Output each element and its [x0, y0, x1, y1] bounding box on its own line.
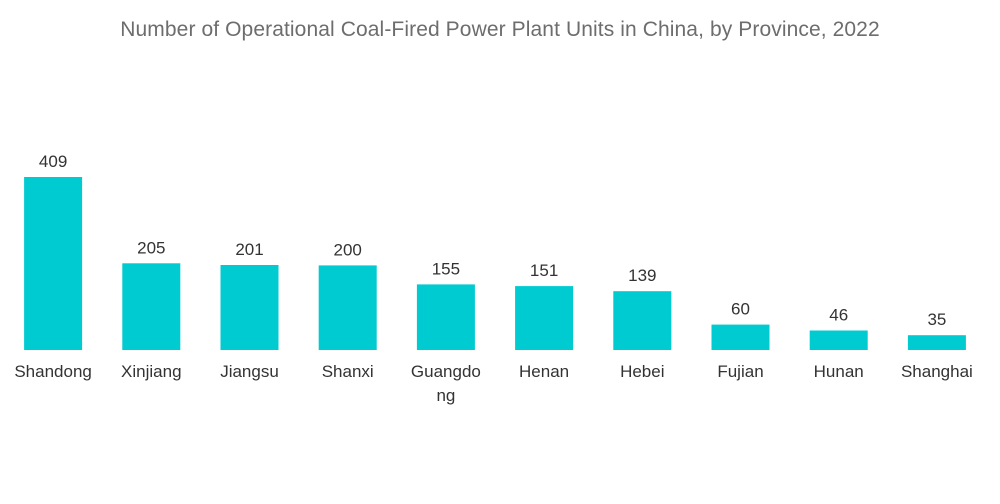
value-label-henan: 151: [530, 261, 558, 280]
category-label-hunan: Hunan: [814, 362, 864, 381]
value-label-jiangsu: 201: [235, 240, 263, 259]
bar-jiangsu: [220, 265, 279, 350]
bar-shandong: [24, 177, 83, 350]
value-label-shandong: 409: [39, 152, 67, 171]
value-label-fujian: 60: [731, 300, 750, 319]
value-label-guangdong: 155: [432, 259, 460, 278]
bar-xinjiang: [122, 263, 181, 350]
category-label-hebei: Hebei: [620, 362, 664, 381]
category-label-shanxi: Shanxi: [322, 362, 374, 381]
category-label-shandong: Shandong: [14, 362, 92, 381]
bar-shanghai: [907, 335, 966, 350]
bar-shanxi: [318, 265, 377, 350]
value-label-hunan: 46: [829, 306, 848, 325]
category-label-guangdong: Guangdo ng: [411, 362, 481, 405]
bar-henan: [515, 286, 574, 350]
value-label-shanxi: 200: [334, 240, 362, 259]
value-label-shanghai: 35: [927, 310, 946, 329]
chart-title: Number of Operational Coal-Fired Power P…: [120, 18, 880, 41]
category-label-henan: Henan: [519, 362, 569, 381]
bar-fujian: [711, 324, 770, 350]
bar-guangdong: [416, 284, 475, 350]
bar-hebei: [613, 291, 672, 350]
value-label-hebei: 139: [628, 266, 656, 285]
category-label-xinjiang: Xinjiang: [121, 362, 182, 381]
value-label-xinjiang: 205: [137, 238, 165, 257]
bar-hunan: [809, 330, 868, 350]
category-label-shanghai: Shanghai: [901, 362, 973, 381]
category-label-fujian: Fujian: [717, 362, 763, 381]
category-label-jiangsu: Jiangsu: [220, 362, 279, 381]
